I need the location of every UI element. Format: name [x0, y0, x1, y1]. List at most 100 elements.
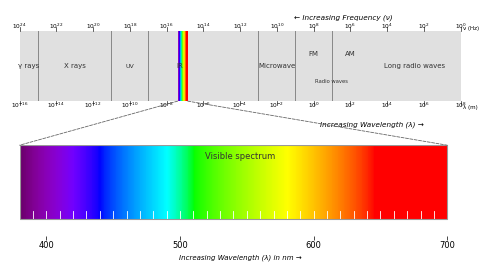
- Bar: [412, 145, 413, 220]
- Bar: [280, 145, 281, 220]
- Bar: [74, 145, 75, 220]
- Bar: [297, 145, 298, 220]
- Bar: [78, 145, 79, 220]
- Bar: [268, 145, 269, 220]
- Bar: [243, 145, 244, 220]
- Bar: [50, 145, 51, 220]
- Bar: [175, 145, 176, 220]
- Bar: [31, 145, 32, 220]
- Bar: [364, 145, 365, 220]
- Text: $10^{22}$: $10^{22}$: [49, 22, 64, 31]
- Bar: [274, 145, 275, 220]
- Text: $10^{14}$: $10^{14}$: [196, 22, 211, 31]
- Bar: [269, 145, 270, 220]
- Bar: [45, 145, 46, 220]
- Bar: [440, 145, 441, 220]
- Bar: [135, 145, 136, 220]
- Bar: [107, 145, 108, 220]
- Bar: [109, 145, 110, 220]
- Bar: [250, 145, 251, 220]
- Bar: [394, 145, 395, 220]
- Bar: [281, 145, 282, 220]
- Bar: [184, 145, 185, 220]
- Bar: [408, 145, 409, 220]
- Bar: [34, 145, 35, 220]
- Bar: [49, 145, 50, 220]
- Bar: [126, 145, 127, 220]
- Bar: [100, 145, 101, 220]
- Bar: [436, 145, 437, 220]
- Bar: [151, 145, 152, 220]
- Bar: [261, 145, 262, 220]
- Bar: [277, 145, 278, 220]
- Bar: [433, 145, 434, 220]
- Bar: [196, 145, 197, 220]
- Bar: [102, 145, 103, 220]
- Bar: [106, 145, 107, 220]
- Bar: [260, 145, 261, 220]
- Bar: [375, 145, 376, 220]
- Bar: [347, 145, 348, 220]
- Bar: [237, 145, 238, 220]
- Bar: [231, 145, 232, 220]
- Bar: [322, 145, 323, 220]
- Bar: [187, 145, 188, 220]
- Bar: [443, 145, 444, 220]
- Bar: [352, 145, 353, 220]
- Bar: [199, 145, 200, 220]
- Bar: [324, 145, 325, 220]
- Bar: [99, 145, 100, 220]
- Bar: [417, 145, 418, 220]
- Bar: [69, 145, 70, 220]
- Bar: [65, 145, 66, 220]
- Bar: [381, 145, 382, 220]
- Bar: [304, 145, 305, 220]
- Bar: [104, 145, 105, 220]
- Text: $10^{8}$: $10^{8}$: [308, 22, 319, 31]
- Bar: [323, 145, 324, 220]
- Bar: [57, 145, 58, 220]
- Bar: [414, 145, 415, 220]
- Bar: [172, 145, 173, 220]
- Bar: [259, 145, 260, 220]
- Bar: [415, 145, 416, 220]
- Bar: [108, 145, 109, 220]
- Bar: [177, 145, 178, 220]
- Bar: [195, 145, 196, 220]
- Bar: [35, 145, 36, 220]
- Bar: [384, 145, 385, 220]
- Bar: [206, 145, 207, 220]
- Bar: [152, 145, 153, 220]
- Bar: [130, 145, 131, 220]
- Bar: [282, 145, 283, 220]
- Bar: [180, 145, 181, 220]
- Bar: [437, 145, 438, 220]
- Bar: [275, 145, 276, 220]
- Bar: [173, 145, 174, 220]
- Bar: [233, 145, 234, 220]
- Bar: [226, 145, 227, 220]
- Text: $10^{8}$: $10^{8}$: [455, 101, 466, 110]
- Bar: [276, 145, 277, 220]
- Bar: [200, 145, 201, 220]
- Bar: [30, 145, 31, 220]
- Text: FM: FM: [309, 51, 318, 57]
- Bar: [179, 145, 180, 220]
- Text: $10^{-12}$: $10^{-12}$: [84, 101, 102, 110]
- Bar: [395, 145, 396, 220]
- Bar: [71, 145, 72, 220]
- Bar: [168, 145, 169, 220]
- Bar: [424, 145, 425, 220]
- Bar: [167, 145, 168, 220]
- Bar: [389, 145, 390, 220]
- Bar: [208, 145, 209, 220]
- Bar: [420, 145, 421, 220]
- Bar: [246, 145, 247, 220]
- Bar: [270, 145, 271, 220]
- Bar: [95, 145, 96, 220]
- Bar: [294, 145, 295, 220]
- Bar: [318, 145, 319, 220]
- Bar: [359, 145, 360, 220]
- Bar: [427, 145, 428, 220]
- Text: Increasing Wavelength (λ) →: Increasing Wavelength (λ) →: [320, 122, 424, 128]
